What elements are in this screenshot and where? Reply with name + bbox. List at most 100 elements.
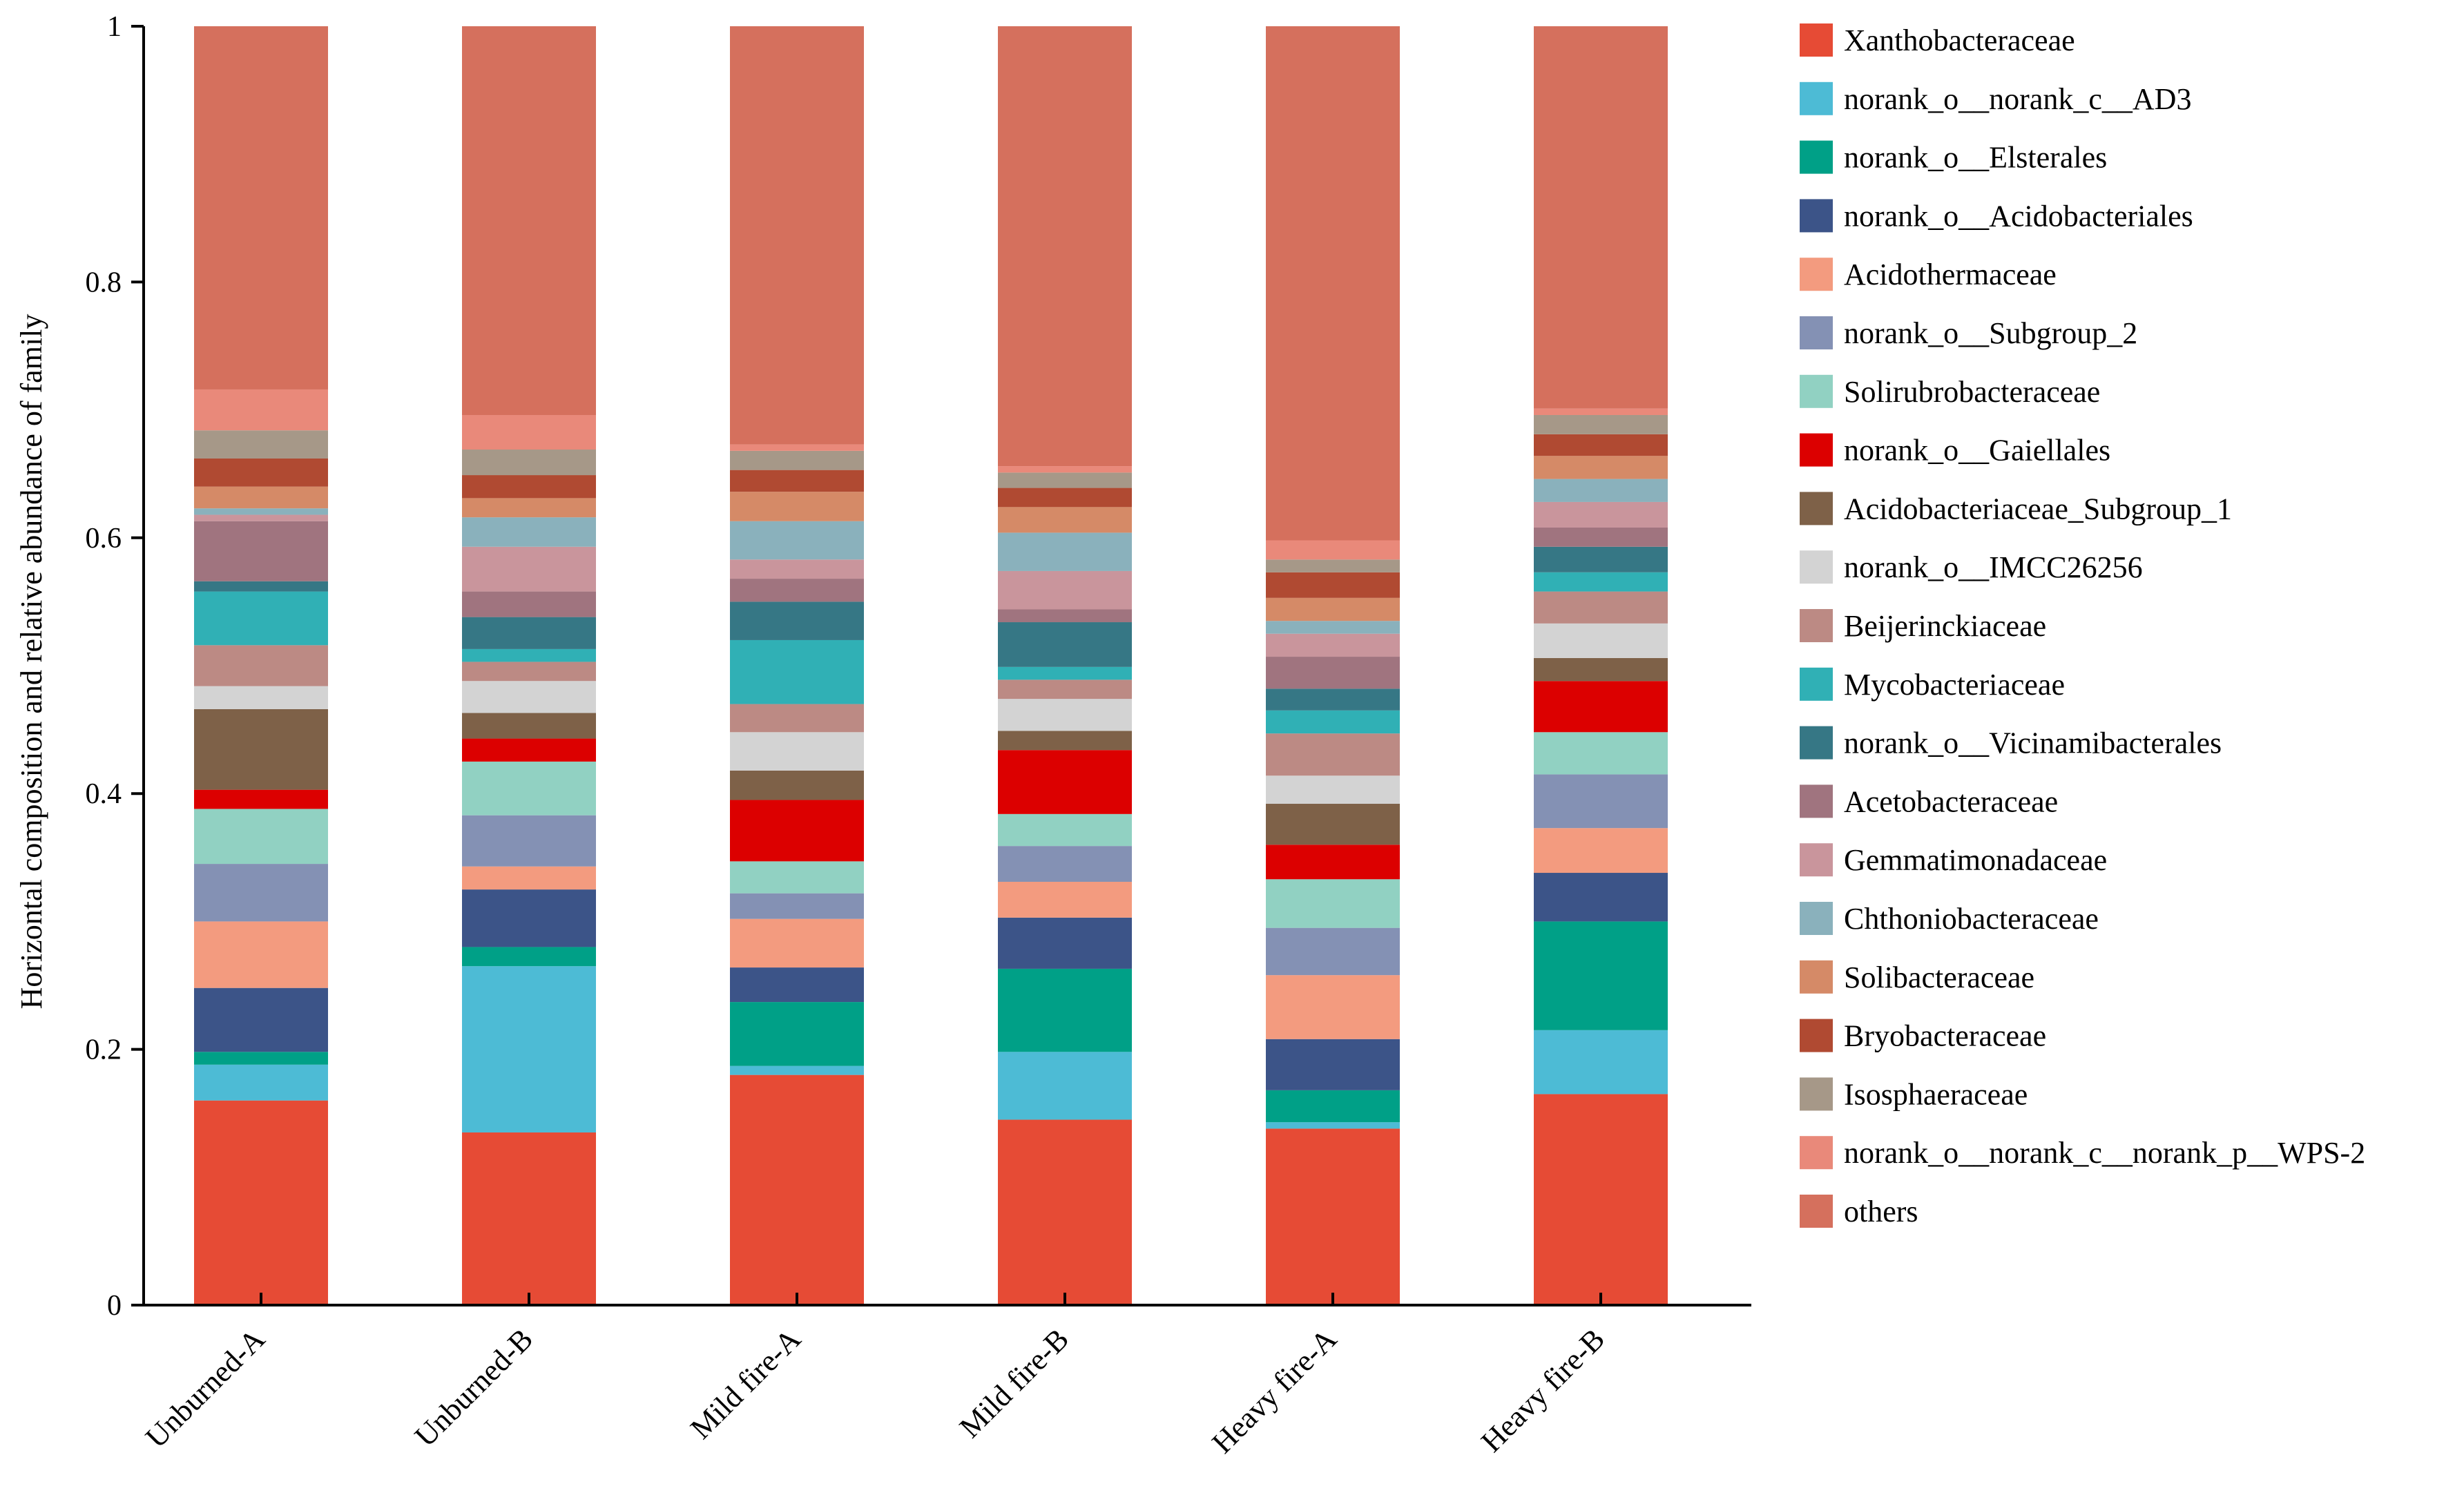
bar-segment-chthoniobacteraceae-unburned-a [194, 508, 328, 515]
bar-segment-norank-o-norank-c-ad3-mild-fire-a [730, 1065, 864, 1075]
legend-item-solirubrobacteraceae: Solirubrobacteraceae [1800, 374, 2100, 409]
legend-swatch [1800, 492, 1833, 525]
y-tick-label: 0.2 [86, 1034, 122, 1066]
legend-item-norank-o-norank-c-ad3: norank_o__norank_c__AD3 [1800, 81, 2191, 116]
bar-segment-xanthobacteraceae-unburned-b [462, 1132, 596, 1305]
legend-swatch [1800, 667, 1833, 701]
bar-segment-norank-o-acidobacteriales-mild-fire-a [730, 967, 864, 1003]
bar-segment-norank-o-elsterales-heavy-fire-a [1266, 1090, 1400, 1123]
x-tick-label-unburned-b: Unburned-B [408, 1322, 539, 1453]
bar-segment-beijerinckiaceae-heavy-fire-b [1534, 591, 1668, 624]
legend-item-beijerinckiaceae: Beijerinckiaceae [1800, 609, 2046, 643]
bar-segment-norank-o-vicinamibacterales-mild-fire-a [730, 601, 864, 640]
legend-label: norank_o__Elsterales [1844, 141, 2107, 175]
legend-item-norank-o-gaiellales: norank_o__Gaiellales [1800, 433, 2110, 467]
legend-label: norank_o__norank_c__AD3 [1844, 82, 2191, 116]
legend-swatch [1800, 81, 1833, 115]
bar-segment-acetobacteraceae-mild-fire-b [998, 609, 1132, 623]
bar-segment-norank-o-subgroup-2-heavy-fire-b [1534, 774, 1668, 829]
bar-segment-bryobacteraceae-heavy-fire-a [1266, 572, 1400, 598]
bar-segment-norank-o-subgroup-2-unburned-b [462, 815, 596, 867]
legend-item-acetobacteraceae: Acetobacteraceae [1800, 784, 2058, 818]
legend-label: others [1844, 1195, 1918, 1228]
bar-segment-norank-o-elsterales-heavy-fire-b [1534, 921, 1668, 1030]
x-tick-label-heavy-fire-b: Heavy fire-B [1474, 1322, 1611, 1458]
bar-segment-norank-o-norank-c-norank-p-wps-2-unburned-b [462, 415, 596, 450]
bar-segment-norank-o-elsterales-mild-fire-a [730, 1002, 864, 1066]
legend-item-solibacteraceae: Solibacteraceae [1800, 960, 2034, 994]
bar-segment-norank-o-imcc26256-mild-fire-a [730, 732, 864, 771]
bar-segment-chthoniobacteraceae-mild-fire-b [998, 532, 1132, 571]
legend-swatch [1800, 784, 1833, 818]
bar-segment-norank-o-acidobacteriales-mild-fire-b [998, 917, 1132, 969]
bar-segment-norank-o-norank-c-ad3-heavy-fire-a [1266, 1122, 1400, 1129]
bar-segment-bryobacteraceae-mild-fire-b [998, 488, 1132, 508]
bar-segment-solibacteraceae-mild-fire-a [730, 492, 864, 521]
legend-item-norank-o-vicinamibacterales: norank_o__Vicinamibacterales [1800, 726, 2222, 760]
legend-swatch [1800, 374, 1833, 408]
bar-segment-norank-o-elsterales-mild-fire-b [998, 968, 1132, 1052]
legend-swatch [1800, 1195, 1833, 1228]
legend-label: norank_o__Acidobacteriales [1844, 199, 2193, 233]
bar-stack-heavy-fire-a [1266, 26, 1400, 1305]
legend-label: norank_o__Vicinamibacterales [1844, 726, 2222, 760]
bar-segment-solirubrobacteraceae-mild-fire-a [730, 861, 864, 894]
legend-label: Mycobacteriaceae [1844, 668, 2065, 702]
legend-item-isosphaeraceae: Isosphaeraceae [1800, 1077, 2028, 1111]
legend-label: Chthoniobacteraceae [1844, 902, 2099, 936]
legend-swatch [1800, 960, 1833, 994]
bar-segment-xanthobacteraceae-heavy-fire-a [1266, 1128, 1400, 1305]
bar-stack-unburned-a [194, 26, 328, 1305]
bar-segment-acetobacteraceae-unburned-b [462, 591, 596, 617]
bar-segment-norank-o-norank-c-ad3-heavy-fire-b [1534, 1030, 1668, 1094]
axes-layer [142, 26, 1751, 1306]
bar-segment-xanthobacteraceae-unburned-a [194, 1100, 328, 1305]
bar-segment-solibacteraceae-unburned-a [194, 486, 328, 509]
legend-item-bryobacteraceae: Bryobacteraceae [1800, 1019, 2046, 1053]
bar-segment-isosphaeraceae-heavy-fire-a [1266, 559, 1400, 572]
y-tick-label: 0 [107, 1290, 122, 1322]
bar-segment-mycobacteriaceae-heavy-fire-b [1534, 572, 1668, 592]
bar-segment-solirubrobacteraceae-unburned-a [194, 809, 328, 865]
bar-segment-norank-o-acidobacteriales-unburned-a [194, 987, 328, 1052]
legend-swatch [1800, 1019, 1833, 1052]
bar-segment-acidothermaceae-mild-fire-b [998, 881, 1132, 918]
bar-stack-mild-fire-b [998, 26, 1132, 1305]
legend-label: Xanthobacteraceae [1844, 23, 2075, 57]
bar-segment-solibacteraceae-heavy-fire-a [1266, 597, 1400, 621]
bar-segment-acetobacteraceae-heavy-fire-b [1534, 527, 1668, 547]
x-tick-label-mild-fire-b: Mild fire-B [953, 1322, 1075, 1444]
bar-segment-norank-o-vicinamibacterales-mild-fire-b [998, 622, 1132, 667]
legend-swatch [1800, 199, 1833, 233]
bar-segment-gemmatimonadaceae-heavy-fire-a [1266, 633, 1400, 657]
legend-swatch [1800, 316, 1833, 349]
bar-segment-mycobacteriaceae-mild-fire-b [998, 666, 1132, 680]
bar-segment-others-mild-fire-a [730, 26, 864, 445]
legend-item-norank-o-elsterales: norank_o__Elsterales [1800, 140, 2107, 175]
bar-segment-xanthobacteraceae-mild-fire-a [730, 1074, 864, 1305]
y-axis-label: Horizontal composition and relative abun… [15, 314, 48, 1010]
bar-segment-norank-o-imcc26256-heavy-fire-a [1266, 775, 1400, 804]
bar-segment-mycobacteriaceae-unburned-b [462, 648, 596, 662]
legend-item-norank-o-acidobacteriales: norank_o__Acidobacteriales [1800, 199, 2193, 233]
bar-segment-norank-o-vicinamibacterales-heavy-fire-a [1266, 688, 1400, 711]
bar-segment-gemmatimonadaceae-mild-fire-b [998, 570, 1132, 610]
legend-swatch [1800, 23, 1833, 57]
bar-segment-others-heavy-fire-a [1266, 26, 1400, 541]
bar-segment-beijerinckiaceae-unburned-b [462, 662, 596, 682]
bar-segment-norank-o-imcc26256-mild-fire-b [998, 699, 1132, 731]
x-tick-label-unburned-a: Unburned-A [139, 1322, 271, 1454]
legend-swatch [1800, 550, 1833, 584]
bar-segment-acidobacteriaceae-subgroup-1-unburned-b [462, 713, 596, 739]
legend: Xanthobacteraceae norank_o__norank_c__AD3… [1800, 23, 2365, 1228]
legend-label: Beijerinckiaceae [1844, 609, 2046, 643]
bar-stack-unburned-b [462, 26, 596, 1305]
bar-segment-mycobacteriaceae-mild-fire-a [730, 639, 864, 704]
bar-segment-solirubrobacteraceae-unburned-b [462, 761, 596, 816]
legend-item-norank-o-imcc26256: norank_o__IMCC26256 [1800, 550, 2143, 584]
bar-segment-norank-o-gaiellales-heavy-fire-b [1534, 681, 1668, 733]
bar-segment-acidothermaceae-mild-fire-a [730, 918, 864, 968]
bar-segment-solirubrobacteraceae-heavy-fire-a [1266, 879, 1400, 928]
legend-swatch [1800, 1136, 1833, 1170]
